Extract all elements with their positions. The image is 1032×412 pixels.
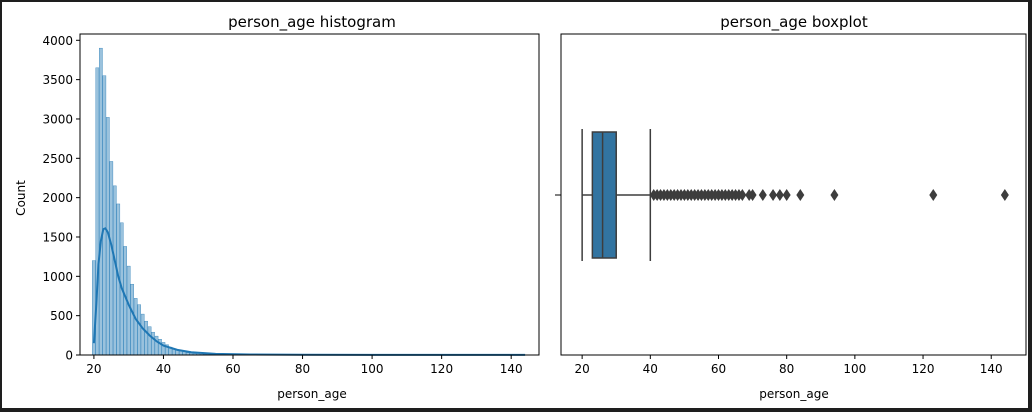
histogram-y-tick-label: 2500 bbox=[42, 152, 73, 166]
histogram-x-tick-label: 120 bbox=[430, 362, 453, 376]
boxplot-x-axis-label: person_age bbox=[759, 387, 829, 401]
boxplot-outlier bbox=[759, 189, 767, 201]
histogram-x-tick-label: 20 bbox=[86, 362, 101, 376]
boxplot-outlier bbox=[796, 189, 804, 201]
histogram-y-tick-label: 1500 bbox=[42, 230, 73, 244]
boxplot-x-tick-label: 100 bbox=[843, 362, 866, 376]
histogram-y-ticks: 0 500 1000 1500 2000 2500 3000 3500 4000 bbox=[42, 34, 80, 363]
histogram-x-ticks: 20 40 60 80 100 120 140 bbox=[86, 355, 522, 376]
histogram-y-tick-label: 2000 bbox=[42, 191, 73, 205]
chart-canvas: person_age histogram Count person_age 0 5… bbox=[2, 2, 1028, 408]
histogram-y-tick-label: 4000 bbox=[42, 34, 73, 48]
boxplot-x-tick-label: 120 bbox=[912, 362, 935, 376]
histogram-kde-line bbox=[94, 228, 525, 355]
histogram-bar bbox=[110, 161, 113, 355]
histogram-bar bbox=[138, 305, 141, 355]
boxplot-outlier bbox=[783, 189, 791, 201]
histogram-x-tick-label: 100 bbox=[361, 362, 384, 376]
histogram-x-tick-label: 80 bbox=[295, 362, 310, 376]
histogram-axes-frame bbox=[80, 34, 539, 355]
boxplot-outlier bbox=[1001, 189, 1009, 201]
histogram-panel: person_age histogram Count person_age 0 5… bbox=[14, 13, 539, 401]
boxplot-x-tick-label: 60 bbox=[711, 362, 726, 376]
histogram-title: person_age histogram bbox=[228, 13, 396, 32]
boxplot-box bbox=[592, 132, 616, 258]
boxplot-x-ticks: 20 40 60 80 100 120 140 bbox=[574, 355, 1002, 376]
histogram-y-tick-label: 500 bbox=[50, 309, 73, 323]
histogram-bar bbox=[144, 321, 147, 355]
histogram-bar bbox=[141, 314, 144, 355]
histogram-bar bbox=[134, 298, 137, 355]
histogram-x-tick-label: 60 bbox=[225, 362, 240, 376]
figure: person_age histogram Count person_age 0 5… bbox=[2, 2, 1028, 408]
histogram-bar bbox=[151, 332, 154, 355]
histogram-y-axis-label: Count bbox=[14, 180, 28, 216]
histogram-bar bbox=[113, 186, 116, 355]
boxplot-outlier bbox=[929, 189, 937, 201]
boxplot-x-tick-label: 20 bbox=[574, 362, 589, 376]
histogram-bar bbox=[127, 266, 130, 355]
boxplot-title: person_age boxplot bbox=[720, 13, 868, 32]
histogram-x-axis-label: person_age bbox=[277, 387, 347, 401]
histogram-y-tick-label: 0 bbox=[65, 349, 73, 363]
boxplot-x-tick-label: 40 bbox=[643, 362, 658, 376]
histogram-x-tick-label: 140 bbox=[500, 362, 523, 376]
histogram-y-tick-label: 1000 bbox=[42, 270, 73, 284]
boxplot-outlier bbox=[769, 189, 777, 201]
boxplot-elements bbox=[582, 129, 1009, 261]
histogram-bar bbox=[131, 284, 134, 355]
boxplot-outlier bbox=[776, 189, 784, 201]
histogram-bars bbox=[92, 48, 526, 355]
histogram-y-tick-label: 3500 bbox=[42, 73, 73, 87]
boxplot-outlier bbox=[830, 189, 838, 201]
boxplot-panel: person_age boxplot person_age 20 40 60 80 10… bbox=[555, 13, 1026, 401]
histogram-bar bbox=[148, 327, 151, 355]
histogram-x-tick-label: 40 bbox=[156, 362, 171, 376]
histogram-bar bbox=[103, 76, 106, 355]
boxplot-x-tick-label: 80 bbox=[779, 362, 794, 376]
histogram-y-tick-label: 3000 bbox=[42, 112, 73, 126]
histogram-bar bbox=[99, 48, 102, 355]
boxplot-x-tick-label: 140 bbox=[980, 362, 1003, 376]
histogram-bar bbox=[155, 336, 158, 355]
